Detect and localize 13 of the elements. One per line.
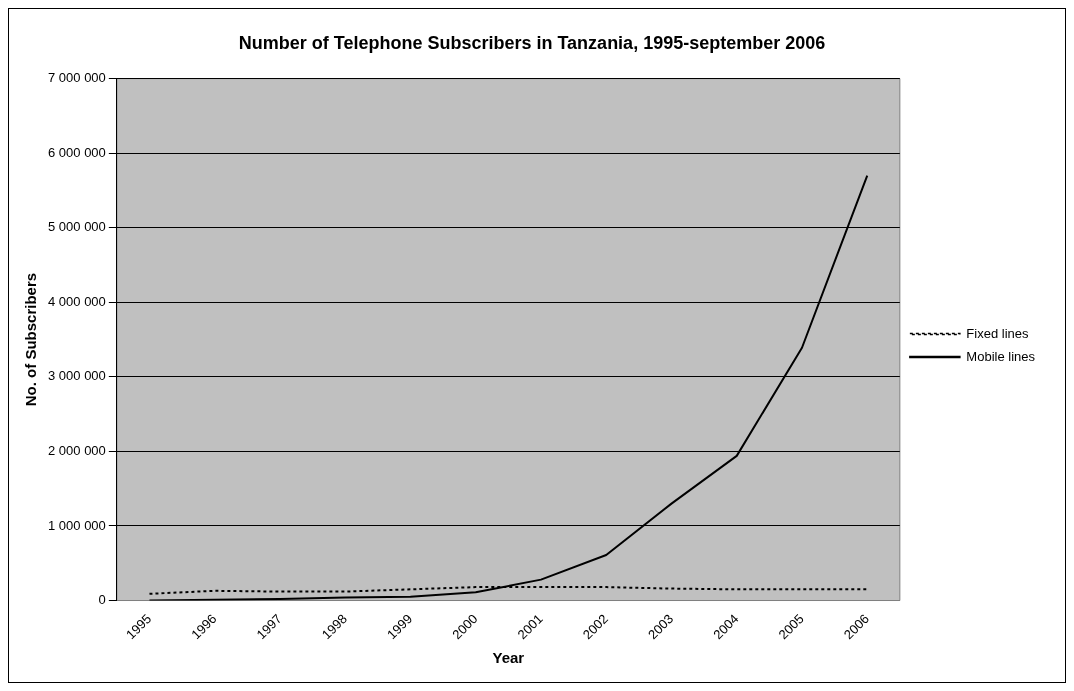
y-tick-label: 4 000 000 — [47, 293, 106, 309]
y-tick-label: 5 000 000 — [47, 219, 106, 235]
legend-label: Fixed lines — [966, 325, 1029, 341]
y-tick-label: 2 000 000 — [47, 442, 106, 458]
y-tick-label: 6 000 000 — [47, 144, 106, 160]
y-tick-label: 0 — [98, 592, 106, 608]
y-axis-title: No. of Subscribers — [22, 272, 40, 407]
y-tick-label: 3 000 000 — [47, 368, 106, 384]
y-tick-label: 1 000 000 — [47, 517, 106, 533]
chart-title: Number of Telephone Subscribers in Tanzania, 1995-september 2006 — [238, 32, 826, 53]
y-tick-label: 7 000 000 — [47, 70, 106, 86]
x-axis-title: Year — [492, 649, 525, 667]
legend-label: Mobile lines — [966, 348, 1036, 364]
